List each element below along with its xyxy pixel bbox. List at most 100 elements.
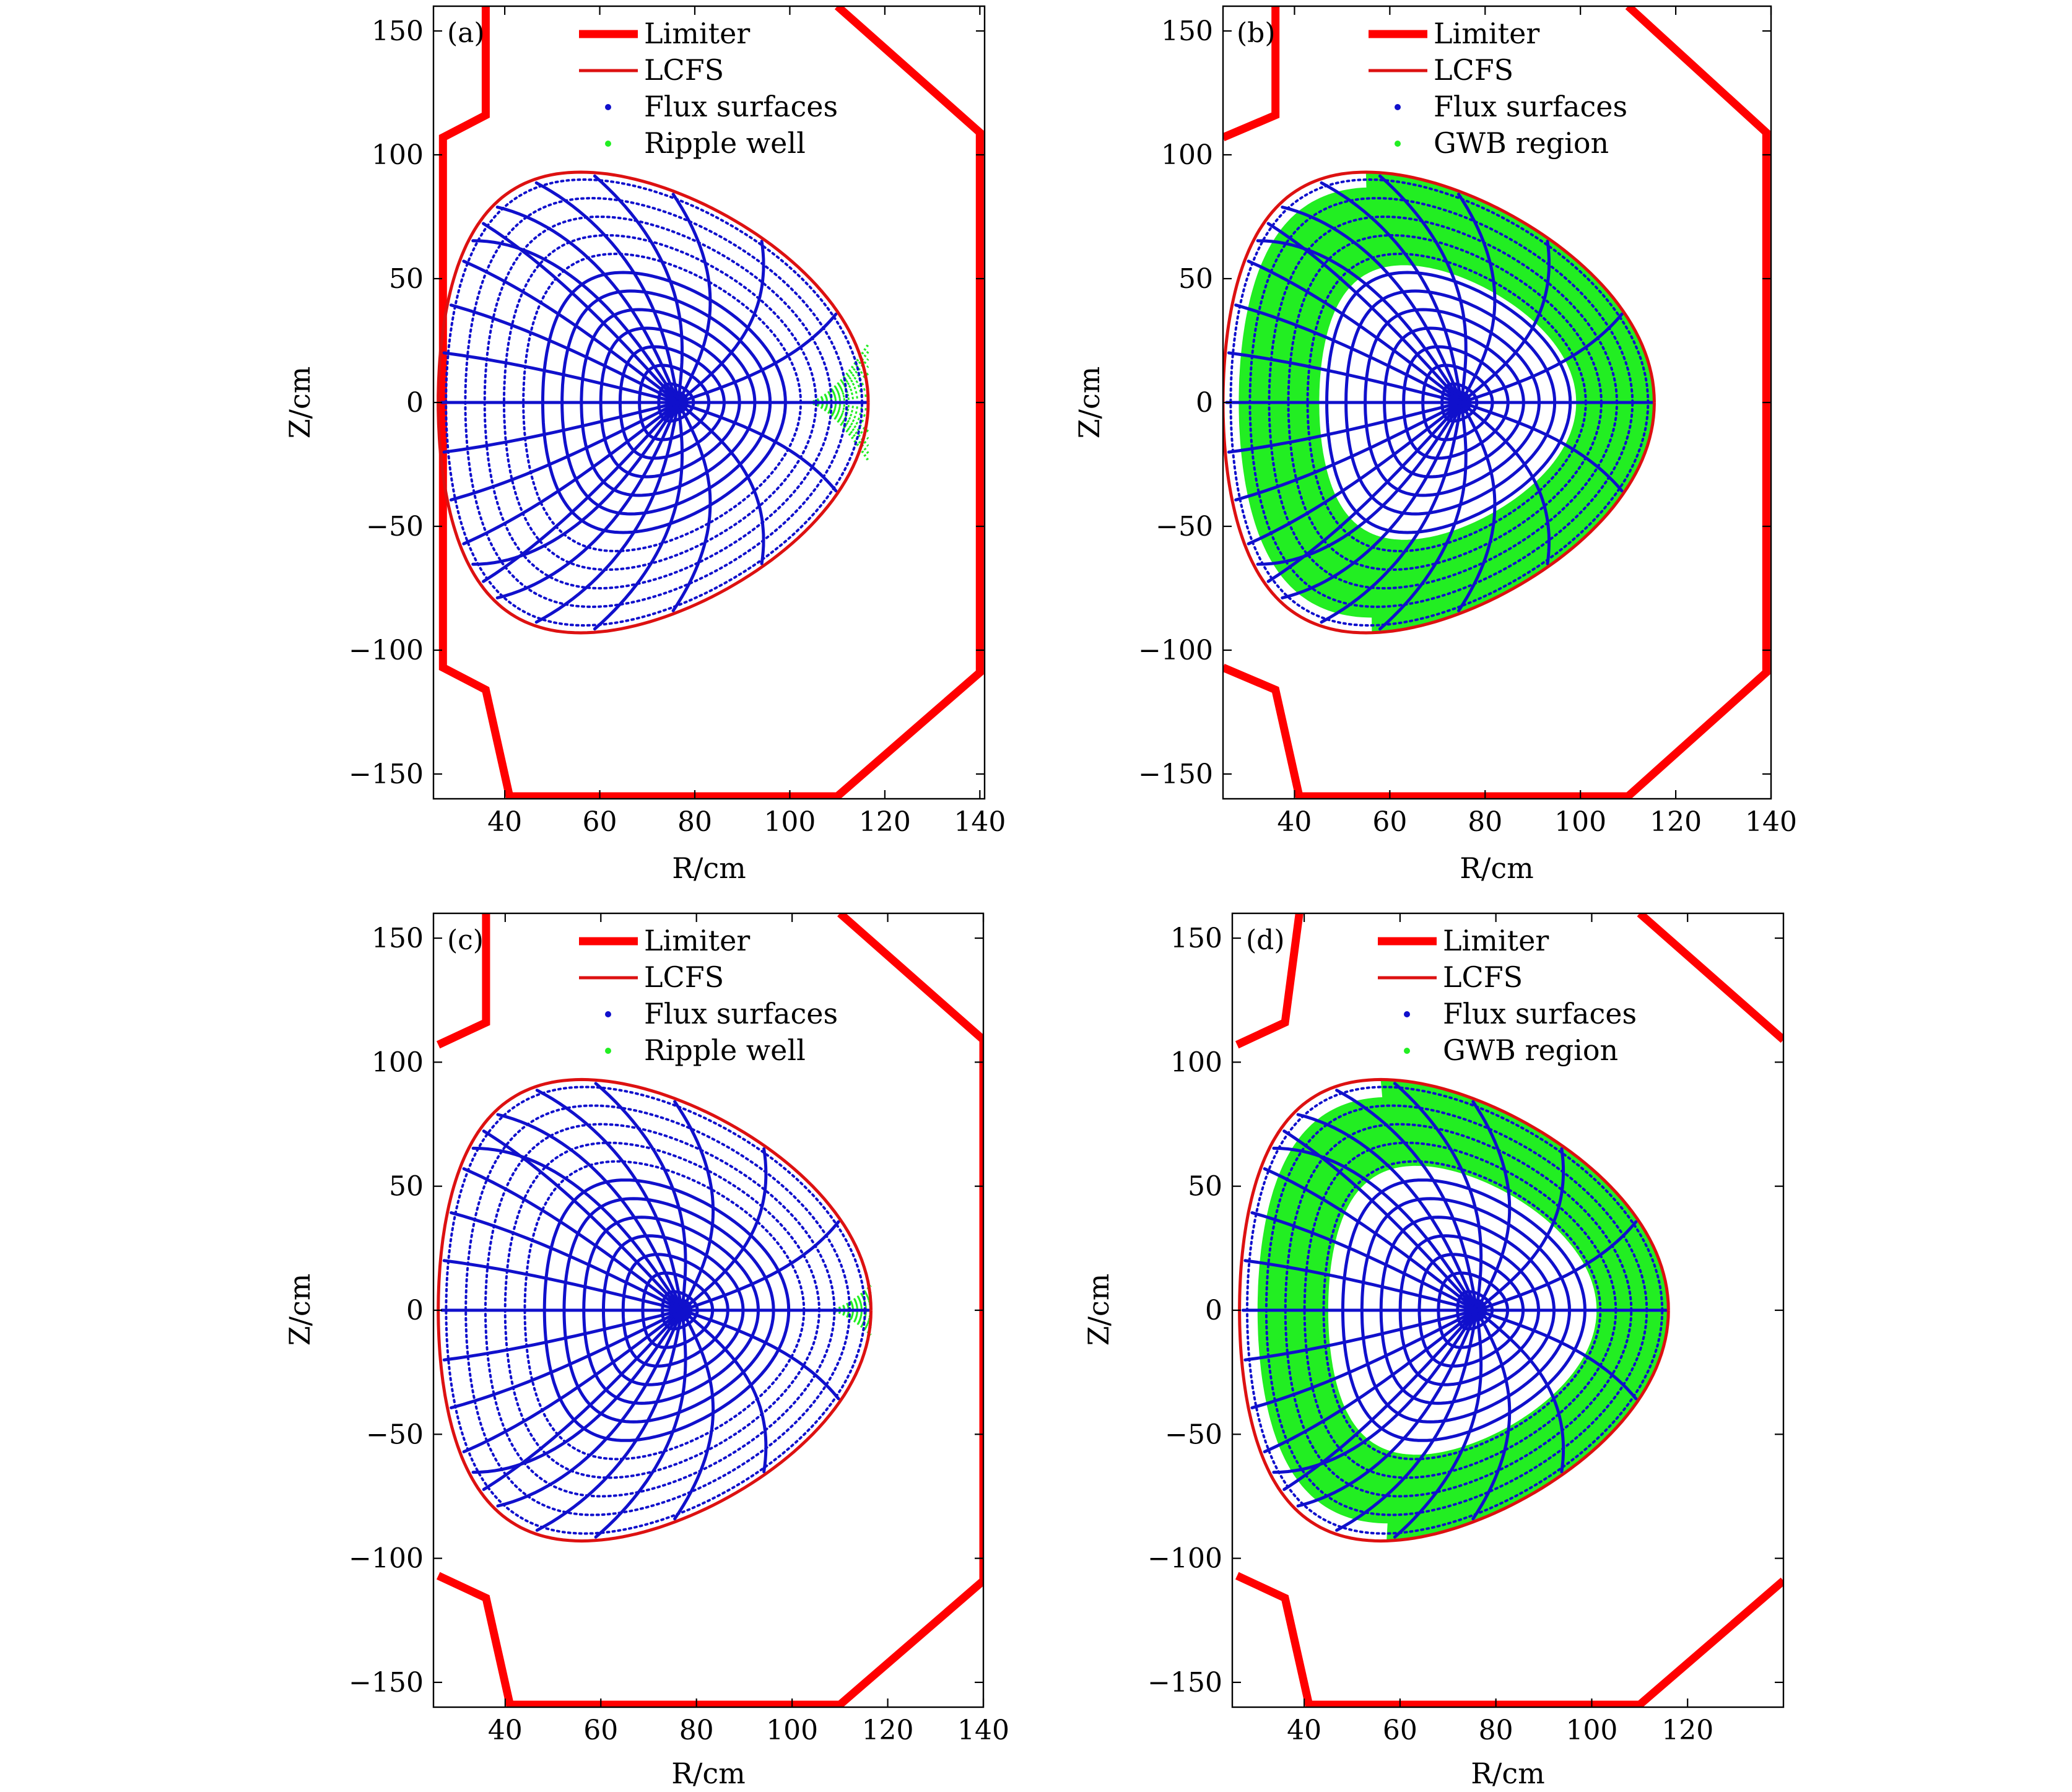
x-tick-label: 40	[1287, 1715, 1321, 1746]
radial-ray	[471, 1308, 684, 1474]
radial-ray	[450, 1211, 684, 1312]
limiter-segment	[1223, 6, 1770, 799]
y-tick-label: 150	[1170, 923, 1222, 954]
legend-label: Ripple well	[644, 126, 806, 160]
radial-ray	[593, 401, 684, 631]
x-tick-label: 80	[677, 806, 712, 838]
radial-ray	[1335, 1089, 1479, 1312]
radial-ray	[1243, 1259, 1479, 1312]
radial-ray	[1457, 401, 1497, 612]
axis-ticks: 40 60 80 100 120 −150 −100 −50 0 50 100 150	[1147, 913, 1783, 1746]
radial-ray	[462, 1308, 684, 1453]
legend-label: GWB region	[1443, 1033, 1618, 1067]
y-tick-label: 0	[1196, 387, 1213, 419]
legend-label: LCFS	[644, 53, 724, 87]
radial-ray	[1272, 1308, 1479, 1474]
legend-swatch-marker	[605, 104, 611, 110]
y-tick-label: 50	[1178, 263, 1213, 295]
radial-ray	[442, 1259, 684, 1312]
radial-ray	[681, 1308, 840, 1401]
x-tick-label: 100	[1554, 806, 1606, 838]
x-tick-label: 120	[1661, 1715, 1713, 1746]
limiter-segment	[1223, 6, 1280, 141]
legend-label: Limiter	[1434, 17, 1539, 50]
y-axis-label: Z/cm	[1082, 1274, 1115, 1346]
radial-ray	[1281, 206, 1463, 404]
x-tick-label: 60	[583, 806, 617, 838]
radial-ray	[593, 174, 684, 404]
radial-ray	[1234, 401, 1463, 502]
radial-ray	[1263, 1167, 1479, 1312]
radial-ray	[442, 401, 680, 454]
legend-label: Limiter	[644, 17, 750, 50]
y-tick-label: −150	[349, 759, 424, 790]
radial-ray	[535, 1089, 684, 1312]
radial-ray	[1243, 1308, 1479, 1362]
y-tick-label: −50	[1156, 511, 1213, 542]
limiter-wall	[436, 913, 983, 1707]
y-tick-label: −150	[1147, 1667, 1222, 1698]
x-tick-label: 80	[1479, 1715, 1513, 1746]
radial-ray	[1256, 401, 1463, 566]
radial-ray	[1234, 303, 1463, 404]
radial-ray	[1263, 1308, 1479, 1453]
legend-label: LCFS	[1434, 53, 1513, 87]
radial-ray	[449, 303, 680, 404]
radial-ray	[1335, 1308, 1479, 1532]
radial-ray	[1296, 1308, 1479, 1508]
axis-ticks: 40 60 80 100 120 140 −150 −100 −50 0 50 100 150	[349, 6, 1006, 838]
y-tick-label: −50	[366, 1419, 424, 1450]
radial-ray	[1457, 193, 1497, 404]
x-tick-label: 60	[1383, 1715, 1417, 1746]
limiter-segment	[1637, 913, 1783, 1043]
radial-ray	[671, 193, 712, 404]
radial-ray	[1393, 1082, 1483, 1312]
radial-ray	[1475, 1308, 1638, 1401]
radial-ray	[1250, 1308, 1479, 1409]
radial-ray	[1282, 1129, 1479, 1312]
radial-ray	[1475, 1220, 1638, 1312]
y-tick-label: 100	[1161, 139, 1213, 171]
panel-label: (b)	[1237, 17, 1276, 49]
limiter-wall	[1223, 6, 1770, 799]
radial-ray	[534, 401, 680, 624]
x-axis-label: R/cm	[672, 851, 746, 885]
x-tick-label: 100	[764, 806, 816, 838]
flux-surfaces	[440, 174, 869, 631]
legend-label: Flux surfaces	[1443, 997, 1637, 1030]
radial-ray	[676, 312, 838, 404]
radial-ray	[1227, 351, 1463, 404]
axis-ticks: 40 60 80 100 120 140 −150 −100 −50 0 50 100 150	[1138, 6, 1797, 838]
y-tick-label: −100	[349, 635, 424, 666]
legend-label: Ripple well	[644, 1033, 806, 1067]
legend-swatch-marker	[605, 1011, 611, 1017]
limiter-segment	[1235, 913, 1304, 1049]
y-tick-label: −100	[1147, 1543, 1222, 1575]
radial-ray	[495, 401, 680, 599]
x-tick-label: 80	[1468, 806, 1502, 838]
panel-label: (a)	[447, 17, 485, 49]
x-tick-label: 40	[1277, 806, 1312, 838]
legend-label: Flux surfaces	[1434, 90, 1627, 123]
x-tick-label: 100	[766, 1715, 818, 1746]
x-tick-label: 80	[679, 1715, 714, 1746]
y-tick-label: 150	[372, 923, 424, 954]
y-axis-label: Z/cm	[283, 367, 316, 439]
magnetic-axis	[1451, 391, 1472, 414]
radial-ray	[681, 1147, 768, 1312]
y-tick-label: −50	[1165, 1419, 1222, 1450]
lcfs-boundary	[1223, 170, 1656, 635]
radial-ray	[449, 401, 680, 502]
legend-swatch-marker	[1395, 141, 1401, 147]
y-tick-label: −50	[366, 511, 424, 542]
radial-ray	[496, 1308, 684, 1508]
x-tick-label: 120	[1650, 806, 1702, 838]
x-tick-label: 60	[1372, 806, 1407, 838]
radial-ray	[681, 1220, 840, 1312]
y-tick-label: 50	[1188, 1171, 1222, 1203]
y-tick-label: −150	[349, 1667, 424, 1698]
